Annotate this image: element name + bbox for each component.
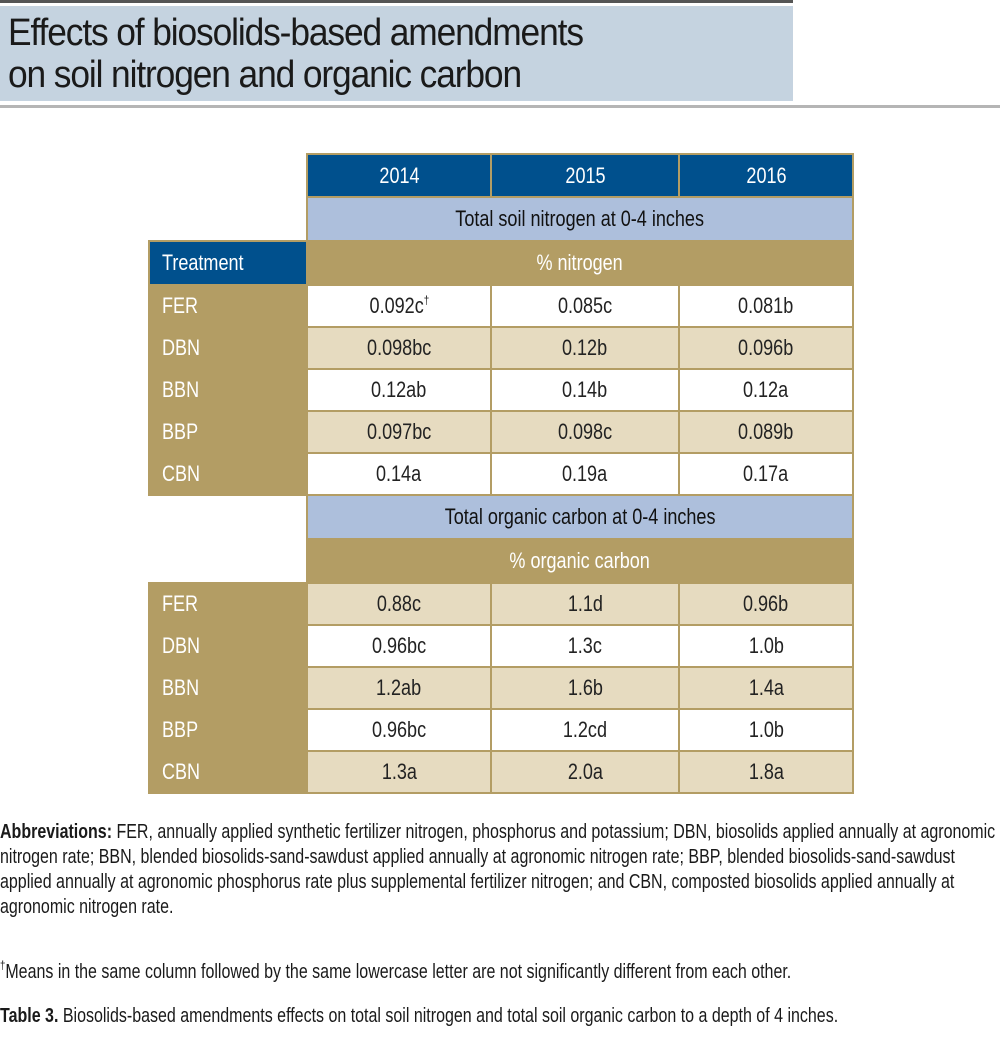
carbon-section-title: Total organic carbon at 0-4 inches [306, 494, 854, 540]
value-cell: 1.0b [678, 624, 854, 668]
empty-cell [149, 539, 307, 583]
treatment-label: BBN [148, 368, 308, 412]
value-cell: 0.081b [678, 284, 854, 328]
value-cell: 1.4a [678, 666, 854, 710]
table-row: BBP 0.96bc 1.2cd 1.0b [148, 708, 854, 752]
table-row: CBN 1.3a 2.0a 1.8a [148, 750, 854, 794]
title-line-1: Effects of biosolids-based amendments [8, 12, 584, 54]
value-cell: 1.3c [490, 624, 680, 668]
value-cell: 0.097bc [306, 410, 492, 454]
treatment-label: BBN [148, 666, 308, 710]
table-row: DBN 0.96bc 1.3c 1.0b [148, 624, 854, 668]
treatment-label: BBP [148, 410, 308, 454]
value-cell: 1.0b [678, 708, 854, 752]
value-cell: 0.96bc [306, 708, 492, 752]
value-cell: 1.3a [306, 750, 492, 794]
table-row: BBN 1.2ab 1.6b 1.4a [148, 666, 854, 710]
table-row: CBN 0.14a 0.19a 0.17a [148, 452, 854, 496]
year-header-2014: 2014 [306, 153, 492, 198]
value-cell: 0.14b [490, 368, 680, 412]
table-caption: Table 3. Biosolids-based amendments effe… [0, 1004, 1000, 1029]
year-header-2016: 2016 [678, 153, 854, 198]
caption-label: Table 3. [0, 1005, 59, 1027]
top-rule [0, 0, 793, 3]
footnote-dagger: † [0, 958, 6, 972]
value-cell: 0.098c [490, 410, 680, 454]
treatment-column-header: Treatment [148, 240, 308, 286]
footnote-dagger: † [423, 293, 429, 307]
empty-cell [149, 495, 307, 539]
value-cell: 1.1d [490, 582, 680, 626]
carbon-unit-label: % organic carbon [306, 538, 854, 584]
value-cell: 0.092c† [306, 284, 492, 328]
table-row: FER 0.88c 1.1d 0.96b [148, 582, 854, 626]
caption-text: Biosolids-based amendments effects on to… [58, 1005, 839, 1027]
treatment-label: DBN [148, 326, 308, 370]
value-cell: 1.6b [490, 666, 680, 710]
nitrogen-section-title: Total soil nitrogen at 0-4 inches [306, 196, 854, 242]
abbreviations-note: Abbreviations: FER, annually applied syn… [0, 820, 1000, 920]
treatment-label: DBN [148, 624, 308, 668]
empty-corner [149, 154, 307, 197]
carbon-subtitle-row: Total organic carbon at 0-4 inches [149, 494, 854, 540]
value-cell: 0.085c [490, 284, 680, 328]
value-cell: 0.12a [678, 368, 854, 412]
table-row: DBN 0.098bc 0.12b 0.096b [148, 326, 854, 370]
value-cell: 1.2cd [490, 708, 680, 752]
table-row: BBN 0.12ab 0.14b 0.12a [148, 368, 854, 412]
carbon-unit-row: % organic carbon [149, 538, 854, 584]
value-cell: 1.2ab [306, 666, 492, 710]
value-cell: 2.0a [490, 750, 680, 794]
nitrogen-unit-label: % nitrogen [306, 240, 854, 286]
table-row: BBP 0.097bc 0.098c 0.089b [148, 410, 854, 454]
value-cell: 1.8a [678, 750, 854, 794]
nitrogen-unit-row: Treatment % nitrogen [148, 240, 854, 286]
table-row: FER 0.092c† 0.085c 0.081b [148, 284, 854, 328]
abbreviations-text: FER, annually applied synthetic fertiliz… [0, 821, 996, 918]
value-cell: 0.089b [678, 410, 854, 454]
value-cell: 0.19a [490, 452, 680, 496]
value-cell: 0.12ab [306, 368, 492, 412]
year-header-row: 2014 2015 2016 [149, 153, 854, 198]
page-title: Effects of biosolids-based amendments on… [0, 6, 793, 101]
title-line-2: on soil nitrogen and organic carbon [8, 54, 522, 96]
empty-cell [149, 197, 307, 241]
footnote: †Means in the same column followed by th… [0, 953, 1000, 985]
value-cell: 0.17a [678, 452, 854, 496]
value-cell: 0.88c [306, 582, 492, 626]
treatment-label: CBN [148, 452, 308, 496]
value-cell: 0.12b [490, 326, 680, 370]
year-header-2015: 2015 [490, 153, 680, 198]
footnote-text: Means in the same column followed by the… [5, 961, 792, 983]
value-cell: 0.096b [678, 326, 854, 370]
results-table: 2014 2015 2016 Total soil nitrogen at 0-… [148, 153, 854, 794]
treatment-label: BBP [148, 708, 308, 752]
value-cell: 0.96bc [306, 624, 492, 668]
treatment-label: FER [148, 284, 308, 328]
value-cell: 0.098bc [306, 326, 492, 370]
abbreviations-label: Abbreviations: [0, 821, 113, 843]
value-cell: 0.96b [678, 582, 854, 626]
treatment-label: FER [148, 582, 308, 626]
treatment-label: CBN [148, 750, 308, 794]
nitrogen-subtitle-row: Total soil nitrogen at 0-4 inches [149, 196, 854, 242]
title-divider [0, 105, 1000, 108]
value-cell: 0.14a [306, 452, 492, 496]
